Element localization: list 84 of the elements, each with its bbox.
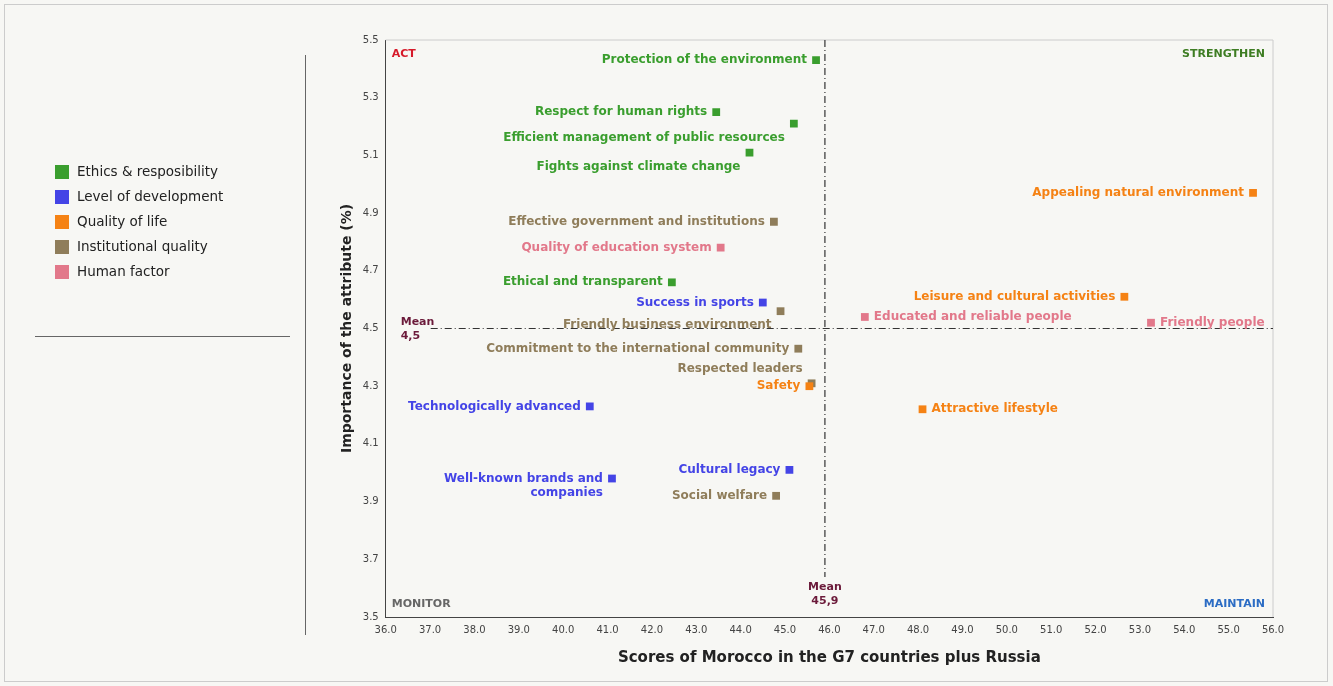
x-tick-label: 56.0: [1261, 623, 1285, 635]
point: [785, 465, 794, 474]
y-tick-label: 3.9: [362, 495, 379, 507]
point: [772, 491, 780, 500]
x-tick-label: 47.0: [862, 623, 885, 635]
point: [770, 217, 778, 226]
x-tick-label: 38.0: [463, 623, 486, 635]
y-tick-label: 4.5: [362, 322, 379, 334]
y-tick-label: 4.1: [362, 437, 379, 449]
data-label: Friendly business environment: [562, 317, 772, 332]
x-tick-label: 41.0: [596, 623, 619, 635]
point: [716, 243, 725, 252]
data-label: Social welfare: [671, 487, 768, 502]
point: [1120, 292, 1129, 301]
data-label: Effective government and institutions: [508, 213, 765, 228]
data-label: Safety: [756, 378, 801, 393]
annotation: MAINTAIN: [1203, 596, 1265, 610]
y-axis-title: Importance of the attribute (%): [338, 203, 355, 454]
x-tick-label: 52.0: [1084, 623, 1107, 635]
data-label: Protection of the environment: [601, 52, 808, 67]
legend-label: Level of development: [77, 187, 224, 204]
legend-label: Human factor: [77, 262, 170, 279]
y-tick-label: 4.9: [362, 206, 379, 218]
y-tick-label: 3.7: [362, 552, 379, 564]
data-label: Cultural legacy: [678, 461, 781, 476]
y-tick-label: 5.1: [362, 148, 379, 160]
x-tick-label: 37.0: [418, 623, 442, 635]
legend-label: Institutional quality: [77, 237, 208, 254]
annotation: STRENGTHEN: [1182, 46, 1265, 60]
x-tick-label: 46.0: [818, 623, 841, 635]
data-label: Friendly people: [1160, 314, 1265, 329]
data-label: Quality of education system: [521, 239, 712, 254]
point: [1249, 189, 1257, 197]
ref-line-label: Mean 45,9: [808, 579, 842, 607]
point: [585, 402, 594, 411]
point: [1147, 318, 1155, 327]
x-tick-label: 43.0: [685, 623, 708, 635]
y-tick-label: 3.5: [362, 610, 379, 622]
data-label: Efficient management of public resources: [503, 129, 785, 144]
y-tick-label: 4.3: [362, 379, 379, 391]
point: [776, 307, 785, 316]
x-tick-label: 53.0: [1128, 623, 1152, 635]
x-tick-label: 36.0: [374, 623, 397, 635]
x-tick-label: 51.0: [1040, 623, 1063, 635]
data-label: Attractive lifestyle: [931, 401, 1058, 416]
x-tick-label: 48.0: [906, 623, 930, 635]
x-tick-label: 49.0: [951, 623, 974, 635]
x-tick-label: 50.0: [995, 623, 1018, 635]
data-label: Leisure and cultural activities: [913, 288, 1116, 303]
x-tick-label: 39.0: [507, 623, 530, 635]
data-label: Appealing natural environment: [1032, 185, 1245, 200]
annotation: MONITOR: [391, 596, 452, 610]
x-axis-title: Scores of Morocco in the G7 countries plus Russia: [617, 647, 1041, 666]
x-tick-label: 40.0: [552, 623, 575, 635]
data-label: Respect for human rights: [534, 104, 708, 119]
data-label: Fights against climate change: [536, 158, 741, 173]
data-label: Success in sports: [636, 294, 754, 309]
point: [712, 108, 721, 117]
y-tick-label: 4.7: [362, 264, 379, 276]
data-label: Respected leaders: [677, 361, 803, 376]
x-tick-label: 44.0: [729, 623, 752, 635]
data-label: Technologically advanced: [408, 398, 581, 413]
data-label: Well-known brands and companies: [443, 470, 603, 499]
x-tick-label: 54.0: [1173, 623, 1196, 635]
data-label: Educated and reliable people: [873, 309, 1072, 324]
x-tick-label: 55.0: [1217, 623, 1240, 635]
point: [918, 405, 927, 414]
point: [794, 344, 803, 353]
annotation: ACT: [391, 46, 417, 60]
data-label: Commitment to the international community: [486, 340, 790, 355]
x-tick-label: 42.0: [640, 623, 664, 635]
point: [608, 474, 616, 483]
point: [667, 278, 676, 287]
data-label: Ethical and transparent: [502, 274, 664, 289]
point: [812, 56, 820, 65]
ref-line-label: Mean 4,5: [400, 315, 435, 343]
legend-label: Quality of life: [77, 212, 168, 229]
y-tick-label: 5.5: [362, 33, 379, 45]
x-tick-label: 45.0: [773, 623, 797, 635]
y-tick-label: 5.3: [362, 91, 379, 103]
point: [860, 313, 869, 321]
legend-label: Ethics & resposibility: [77, 162, 219, 179]
point: [789, 119, 798, 128]
point: [758, 298, 767, 307]
